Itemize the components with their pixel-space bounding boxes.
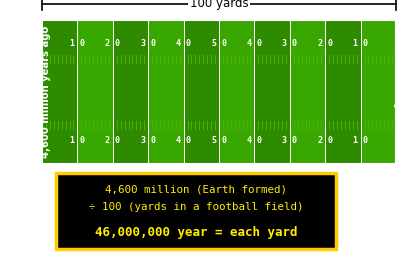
Text: 5 0: 5 0 bbox=[212, 136, 226, 145]
Text: ÷ 100 (yards in a football field): ÷ 100 (yards in a football field) bbox=[89, 202, 303, 212]
Text: 3 0: 3 0 bbox=[141, 136, 156, 145]
Text: 4 0: 4 0 bbox=[247, 136, 262, 145]
Text: 5 0: 5 0 bbox=[212, 39, 226, 48]
Text: Today: Today bbox=[393, 74, 400, 110]
Text: 4 0: 4 0 bbox=[176, 136, 191, 145]
Bar bbox=[148, 20, 184, 164]
Text: 4,600 million (Earth formed): 4,600 million (Earth formed) bbox=[105, 184, 287, 195]
Bar bbox=[42, 20, 78, 164]
Bar bbox=[325, 20, 361, 164]
Bar bbox=[42, 20, 396, 164]
Text: 46,000,000 year = each yard: 46,000,000 year = each yard bbox=[95, 226, 297, 239]
Bar bbox=[361, 20, 396, 164]
Bar bbox=[254, 20, 290, 164]
Bar bbox=[219, 20, 254, 164]
Text: Earth forms
4,600 million years ago: Earth forms 4,600 million years ago bbox=[29, 26, 51, 158]
Text: 3 0: 3 0 bbox=[282, 39, 297, 48]
Text: 100 yards: 100 yards bbox=[190, 0, 248, 10]
Bar bbox=[290, 20, 325, 164]
Text: 3 0: 3 0 bbox=[282, 136, 297, 145]
Text: 1 0: 1 0 bbox=[70, 136, 85, 145]
Text: 2 0: 2 0 bbox=[105, 136, 120, 145]
Bar bbox=[78, 20, 113, 164]
Text: 2 0: 2 0 bbox=[105, 39, 120, 48]
Text: 4 0: 4 0 bbox=[247, 39, 262, 48]
Bar bbox=[184, 20, 219, 164]
Text: 1 0: 1 0 bbox=[353, 39, 368, 48]
Bar bbox=[113, 20, 148, 164]
Text: 4 0: 4 0 bbox=[176, 39, 191, 48]
Text: 2 0: 2 0 bbox=[318, 39, 333, 48]
Text: 1 0: 1 0 bbox=[353, 136, 368, 145]
Text: 2 0: 2 0 bbox=[318, 136, 333, 145]
Bar bbox=[56, 173, 336, 249]
Text: 1 0: 1 0 bbox=[70, 39, 85, 48]
Text: 3 0: 3 0 bbox=[141, 39, 156, 48]
